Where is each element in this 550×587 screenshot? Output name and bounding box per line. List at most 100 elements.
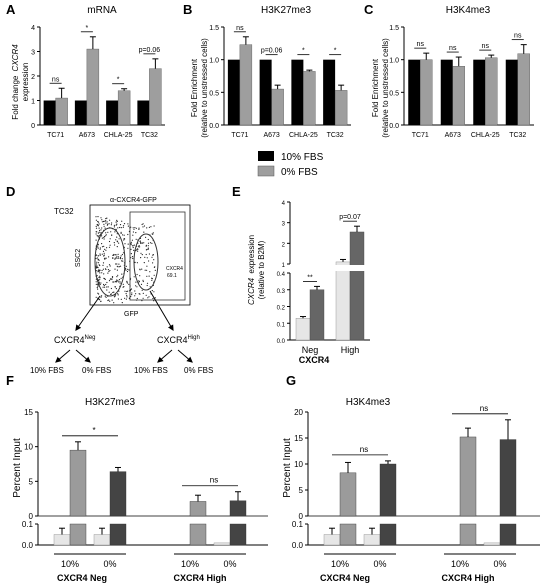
flow-event-dot xyxy=(103,223,105,225)
panel-c-bar-0fbs xyxy=(420,59,433,126)
flow-event-dot xyxy=(119,258,122,260)
panel-g-ytick-label: 0 xyxy=(299,512,304,521)
panel-c-sig-label: ns xyxy=(482,43,490,50)
flow-event-dot xyxy=(147,245,149,247)
flow-event-dot xyxy=(136,273,138,276)
flow-event-dot xyxy=(127,268,129,270)
flow-event-dot xyxy=(95,296,97,298)
flow-event-dot xyxy=(148,226,150,228)
flow-event-dot xyxy=(135,227,137,229)
flow-event-dot xyxy=(146,227,148,229)
flow-event-dot xyxy=(105,249,107,251)
flow-event-dot xyxy=(109,300,111,302)
flow-event-dot xyxy=(103,284,105,287)
panel-a-ytick-label: 0 xyxy=(31,123,35,130)
flow-event-dot xyxy=(116,276,118,278)
panel-a-ylabel-part1: Fold change xyxy=(11,75,20,120)
flow-neg-gate xyxy=(94,227,126,297)
flow-event-dot xyxy=(121,260,123,262)
flow-event-dot xyxy=(154,269,156,271)
panel-c-title: H3K4me3 xyxy=(446,5,491,16)
flow-event-dot xyxy=(109,238,111,240)
panel-b-bar-10fbs xyxy=(259,59,272,125)
panel-b-bar-0fbs xyxy=(239,44,253,126)
flow-event-dot xyxy=(103,238,105,240)
panel-g-ytick-label: 0.1 xyxy=(292,520,304,529)
panel-g-sig-label: ns xyxy=(480,404,488,413)
flow-event-dot xyxy=(104,286,106,288)
flow-event-dot xyxy=(135,238,137,240)
flow-event-dot xyxy=(107,272,109,274)
panel-e-sig-label: ** xyxy=(307,274,313,281)
panel-g-xtick-label: 0% xyxy=(493,559,506,569)
flow-event-dot xyxy=(97,225,99,227)
flow-event-dot xyxy=(138,228,140,230)
panel-b-xtick-label: CHLA-25 xyxy=(289,132,318,139)
flow-event-dot xyxy=(103,236,105,239)
panel-b-sig-label: * xyxy=(334,48,337,55)
flow-event-dot xyxy=(103,254,105,256)
flow-event-dot xyxy=(132,257,134,260)
panel-g-ytick-label: 10 xyxy=(294,460,303,469)
flow-event-dot xyxy=(127,223,129,225)
flow-event-dot xyxy=(101,243,103,245)
flow-event-dot xyxy=(117,227,119,229)
flow-event-dot xyxy=(122,234,124,236)
flow-event-dot xyxy=(130,248,132,250)
flow-event-dot xyxy=(97,285,99,287)
panel-c-xtick-label: A673 xyxy=(445,132,461,139)
flow-event-dot xyxy=(131,239,133,241)
flow-event-dot xyxy=(99,272,101,274)
panel-a-title: mRNA xyxy=(87,5,117,16)
flow-event-dot xyxy=(121,253,123,256)
panel-b-bar-0fbs xyxy=(303,71,316,126)
flow-arrow-high-10 xyxy=(157,349,173,363)
panel-c-sig-label: ns xyxy=(449,45,457,52)
flow-event-dot xyxy=(122,225,125,227)
flow-event-dot xyxy=(128,283,130,285)
flow-event-dot xyxy=(153,291,155,293)
flow-event-dot xyxy=(99,264,101,267)
panel-b-ylabel: Fold Enrichment (relative to unstressed … xyxy=(190,38,209,138)
panel-b-sig-label: * xyxy=(302,48,305,55)
panel-g-ytick-label: 0.0 xyxy=(292,541,304,550)
flow-event-dot xyxy=(130,241,132,243)
flow-arrow-neg-10 xyxy=(55,349,71,363)
flow-event-dot xyxy=(120,231,122,233)
flow-event-dot xyxy=(101,227,103,229)
flow-event-dot xyxy=(132,245,134,247)
panel-a-sig-label: * xyxy=(86,25,89,32)
flow-event-dot xyxy=(148,296,150,298)
flow-event-dot xyxy=(132,231,134,233)
flow-event-dot xyxy=(116,263,118,265)
flow-event-dot xyxy=(109,244,111,246)
panel-b-title: H3K27me3 xyxy=(261,5,311,16)
panel-f-xtick-label: 0% xyxy=(103,559,116,569)
panel-e-ylabel-italic: CXCR4 xyxy=(247,277,256,305)
flow-event-dot xyxy=(118,238,120,240)
flow-event-dot xyxy=(119,282,121,284)
flow-event-dot xyxy=(134,290,136,292)
flow-event-dot xyxy=(115,224,117,226)
panel-e-xtick-label: Neg xyxy=(302,345,319,355)
flow-event-dot xyxy=(142,226,144,228)
flow-event-dot xyxy=(117,279,119,281)
panel-e-bar-10fbs xyxy=(335,261,351,341)
flow-event-dot xyxy=(97,262,100,264)
flow-event-dot xyxy=(133,228,135,230)
flow-event-dot xyxy=(101,237,103,239)
panel-c-bar-10fbs xyxy=(408,59,421,125)
flow-event-dot xyxy=(151,277,153,279)
flow-event-dot xyxy=(96,283,99,285)
panel-f-ylabel: Percent Input xyxy=(12,438,23,498)
flow-neg-base: CXCR4 xyxy=(54,335,85,345)
flow-event-dot xyxy=(105,268,107,271)
flow-event-dot xyxy=(101,295,103,297)
flow-event-dot xyxy=(102,262,105,264)
flow-event-dot xyxy=(103,252,105,254)
flow-event-dot xyxy=(143,242,145,244)
panel-g-xtick-label: 10% xyxy=(331,559,349,569)
flow-event-dot xyxy=(122,252,125,254)
flow-event-dot xyxy=(106,221,108,223)
flow-neg-sup: Neg xyxy=(85,335,96,341)
